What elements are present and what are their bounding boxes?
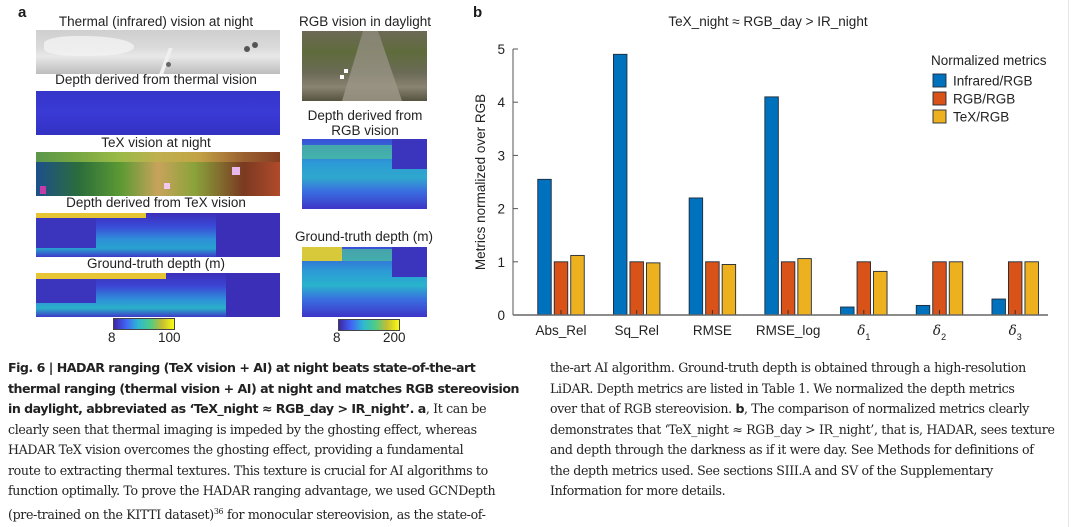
bar-rgb-rgb-1 (629, 261, 644, 316)
bar-rgb-rgb-5 (932, 261, 947, 316)
caption-panel-b-ref: b (735, 401, 744, 416)
bar-infrared-rgb-0 (537, 178, 552, 316)
y-tick-label: 0 (497, 308, 505, 323)
x-tick-label: δ2 (933, 323, 946, 342)
caption-right-line3-start: over that of RGB stereovision. (550, 401, 736, 416)
bar-rgb-rgb-4 (856, 261, 871, 316)
bar-tex-rgb-6 (1024, 261, 1039, 316)
caption-line3-rest: , It can be (425, 401, 487, 416)
ground-truth-left-title: Ground-truth depth (m) (86, 256, 226, 271)
tex-vision-title: TeX vision at night (101, 135, 211, 150)
thermal-vision-title: Thermal (infrared) vision at night (58, 14, 254, 29)
bar-infrared-rgb-1 (613, 53, 628, 316)
legend-label-1: RGB/RGB (953, 92, 1015, 107)
rgb-vision-title: RGB vision in daylight (298, 14, 432, 29)
caption-title-line1: Fig. 6 | HADAR ranging (TeX vision + AI)… (8, 360, 476, 375)
right-colorbar (338, 319, 400, 331)
bar-tex-rgb-1 (646, 262, 661, 316)
bar-tex-rgb-4 (873, 270, 888, 316)
caption-left: Fig. 6 | HADAR ranging (TeX vision + AI)… (8, 358, 538, 525)
caption-left-line8-start: (pre-trained on the KITTI dataset) (8, 506, 214, 522)
legend-label-2: TeX/RGB (953, 110, 1009, 125)
x-tick-label: Abs_Rel (535, 323, 586, 338)
caption-left-line8-end: for monocular stereovision, as the state… (223, 506, 486, 522)
caption-right-line7: Information for more details. (550, 483, 726, 498)
panel-b-label: b (473, 4, 483, 21)
legend-label-0: Infrared/RGB (953, 74, 1033, 89)
legend-swatch-1 (932, 91, 947, 106)
bar-tex-rgb-0 (570, 254, 585, 316)
left-colorbar-max-label: 100 (158, 330, 181, 345)
tex-depth-title: Depth derived from TeX vision (66, 195, 246, 210)
x-tick-label: RMSE (693, 323, 732, 338)
bar-infrared-rgb-5 (915, 304, 931, 316)
y-tick-label: 4 (497, 95, 505, 110)
x-tick-label: δ1 (857, 323, 870, 342)
citation-36[interactable]: 36 (213, 506, 224, 516)
bar-tex-rgb-3 (797, 258, 812, 316)
legend: Normalized metrics Infrared/RGB RGB/RGB Te… (931, 53, 1047, 125)
caption-left-line4: clearly seen that thermal imaging is imp… (8, 421, 477, 437)
left-colorbar (113, 318, 175, 330)
rgb-vision-image (302, 31, 427, 101)
right-colorbar-min-label: 8 (333, 330, 341, 345)
rgb-depth-title-line1: Depth derived from (307, 108, 423, 123)
y-tick-label: 1 (497, 255, 505, 270)
thermal-depth-image (36, 91, 280, 135)
panel-a-label: a (18, 4, 27, 21)
page-edge-divider (1068, 0, 1069, 527)
x-axis-labels: Abs_Rel Sq_Rel RMSE RMSE_log δ1 δ2 δ3 (535, 323, 1021, 342)
x-tick-label: δ3 (1009, 323, 1022, 342)
caption-right-line4: demonstrates that ‘TeX_night ≈ RGB_day >… (550, 421, 1055, 437)
ground-truth-right-image (302, 247, 427, 317)
caption-right-line1: the-art AI algorithm. Ground-truth depth… (550, 360, 1026, 375)
caption-right-line5: and depth through the darkness as if it … (550, 442, 1034, 457)
caption-right-line3-end: , The comparison of normalized metrics c… (744, 401, 1030, 416)
bar-infrared-rgb-3 (764, 96, 779, 316)
y-tick-label: 5 (497, 42, 505, 57)
caption-left-line6: route to extracting thermal textures. Th… (8, 462, 488, 478)
caption-title-line2: thermal ranging (thermal vision + AI) at… (8, 380, 519, 396)
thermal-vision-image (36, 30, 280, 74)
caption-right: the-art AI algorithm. Ground-truth depth… (550, 358, 1070, 502)
legend-swatch-2 (932, 109, 947, 124)
left-colorbar-min-label: 8 (108, 330, 116, 345)
y-tick-label: 3 (497, 148, 505, 163)
bar-infrared-rgb-4 (840, 306, 855, 316)
rgb-depth-title-line2: RGB vision (331, 123, 399, 138)
legend-title: Normalized metrics (931, 53, 1047, 68)
bar-infrared-rgb-6 (991, 298, 1006, 316)
caption-right-line2: LiDAR. Depth metrics are listed in Table… (550, 380, 1015, 396)
bars-group (513, 53, 1048, 316)
bar-tex-rgb-5 (948, 261, 964, 316)
y-axis: 0 1 2 3 4 5 (497, 42, 518, 323)
bar-infrared-rgb-2 (688, 197, 704, 316)
thermal-depth-title: Depth derived from thermal vision (55, 72, 257, 87)
y-tick-label: 2 (497, 202, 505, 217)
bar-rgb-rgb-3 (780, 261, 796, 316)
bar-rgb-rgb-6 (1008, 261, 1023, 316)
bar-rgb-rgb-0 (553, 261, 569, 316)
y-axis-label: Metrics normalized over RGB (473, 94, 488, 270)
x-tick-label: RMSE_log (756, 323, 821, 338)
right-colorbar-max-label: 200 (383, 330, 406, 345)
caption-left-line5: HADAR TeX vision overcomes the ghosting … (8, 442, 464, 457)
caption-right-line6: the depth metrics used. See sections SII… (550, 462, 993, 478)
caption-left-line7: function optimally. To prove the HADAR r… (8, 483, 496, 498)
legend-swatch-0 (932, 73, 947, 88)
ground-truth-right-title: Ground-truth depth (m) (294, 229, 434, 244)
bar-rgb-rgb-2 (705, 261, 720, 316)
x-tick-label: Sq_Rel (615, 323, 659, 338)
tex-depth-image (36, 213, 280, 257)
ground-truth-left-image (36, 273, 280, 317)
rgb-depth-image (302, 139, 427, 209)
bar-tex-rgb-2 (721, 264, 737, 316)
caption-title-line3: in daylight, abbreviated as ‘TeX_night ≈… (8, 401, 426, 416)
chart-title: TeX_night ≈ RGB_day > IR_night (668, 14, 867, 29)
tex-vision-image (36, 152, 280, 196)
